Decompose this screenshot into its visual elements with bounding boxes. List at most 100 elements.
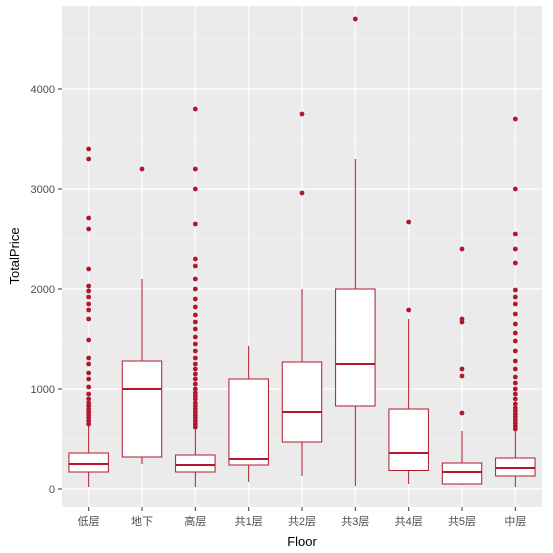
- box-iqr: [68, 452, 109, 473]
- outlier-point: [192, 355, 198, 361]
- outlier-point: [86, 391, 92, 397]
- outlier-point: [192, 304, 198, 310]
- outlier-point: [86, 215, 92, 221]
- outlier-point: [512, 374, 518, 380]
- outlier-point: [86, 283, 92, 289]
- y-tick-label: 1000: [31, 384, 55, 396]
- outlier-point: [512, 386, 518, 392]
- outlier-point: [459, 373, 465, 379]
- outlier-point: [299, 111, 305, 117]
- outlier-point: [192, 296, 198, 302]
- outlier-point: [192, 263, 198, 269]
- outlier-point: [192, 386, 198, 392]
- outlier-point: [512, 231, 518, 237]
- outlier-point: [86, 288, 92, 294]
- outlier-point: [512, 358, 518, 364]
- outlier-point: [192, 400, 198, 406]
- outlier-point: [512, 287, 518, 293]
- outlier-point: [192, 371, 198, 377]
- y-tick-label: 0: [49, 484, 55, 496]
- outlier-point: [512, 401, 518, 407]
- x-tick-label: 低层: [78, 515, 100, 528]
- outlier-point: [459, 366, 465, 372]
- outlier-point: [86, 400, 92, 406]
- box-group: [175, 106, 216, 487]
- outlier-point: [86, 266, 92, 272]
- box-group: [441, 246, 483, 485]
- y-tick-label: 3000: [31, 184, 55, 196]
- outlier-point: [459, 316, 465, 322]
- box-iqr: [175, 454, 216, 473]
- outlier-point: [192, 256, 198, 262]
- outlier-point: [512, 116, 518, 122]
- box-group: [388, 219, 429, 484]
- outlier-point: [512, 391, 518, 397]
- outlier-point: [512, 366, 518, 372]
- outlier-point: [192, 334, 198, 340]
- box-group: [281, 111, 323, 476]
- outlier-point: [192, 276, 198, 282]
- outlier-point: [86, 376, 92, 382]
- x-axis-ticks: 低层 地下 高层 共1层 共2层 共3层 共4层 共5层 中层: [78, 507, 526, 528]
- x-tick-label: 共5层: [448, 515, 476, 528]
- box-group: [335, 16, 376, 486]
- box-iqr: [388, 408, 429, 471]
- x-tick-label: 中层: [504, 515, 526, 528]
- outlier-point: [192, 221, 198, 227]
- box-group: [68, 146, 109, 487]
- outlier-point: [406, 219, 412, 225]
- y-tick-label: 2000: [31, 284, 55, 296]
- outlier-point: [86, 156, 92, 162]
- outlier-point: [406, 307, 412, 313]
- outlier-point: [459, 246, 465, 252]
- box-iqr: [281, 361, 323, 443]
- outlier-point: [86, 146, 92, 152]
- x-axis-title: Floor: [287, 534, 317, 549]
- outlier-point: [512, 348, 518, 354]
- outlier-point: [512, 321, 518, 327]
- box-iqr: [121, 360, 163, 458]
- outlier-point: [192, 348, 198, 354]
- outlier-point: [192, 381, 198, 387]
- outlier-point: [192, 341, 198, 347]
- outlier-point: [86, 307, 92, 313]
- box-iqr: [228, 378, 269, 466]
- x-tick-label: 共2层: [288, 515, 316, 528]
- outlier-point: [192, 361, 198, 367]
- outlier-point: [86, 301, 92, 307]
- outlier-point: [512, 330, 518, 336]
- outlier-point: [192, 186, 198, 192]
- outlier-point: [512, 380, 518, 386]
- outlier-point: [192, 286, 198, 292]
- box-iqr: [335, 288, 376, 407]
- outlier-point: [86, 316, 92, 322]
- outlier-point: [459, 410, 465, 416]
- outlier-point: [86, 294, 92, 300]
- y-axis-title: TotalPrice: [7, 227, 22, 284]
- x-tick-label: 地下: [131, 515, 153, 528]
- x-tick-label: 共4层: [395, 515, 423, 528]
- x-tick-label: 共1层: [235, 515, 263, 528]
- box-group: [228, 346, 269, 482]
- outlier-point: [192, 376, 198, 382]
- y-tick-label: 4000: [31, 84, 55, 96]
- outlier-point: [512, 186, 518, 192]
- boxes-layer: [68, 16, 536, 487]
- outlier-point: [512, 294, 518, 300]
- outlier-point: [86, 337, 92, 343]
- outlier-point: [352, 16, 358, 22]
- x-tick-label: 高层: [184, 514, 206, 528]
- outlier-point: [512, 311, 518, 317]
- outlier-point: [192, 312, 198, 318]
- y-axis-ticks: 0 1000 2000 3000 4000: [31, 84, 62, 496]
- outlier-point: [512, 405, 518, 411]
- outlier-point: [86, 384, 92, 390]
- outlier-point: [86, 355, 92, 361]
- outlier-point: [86, 226, 92, 232]
- outlier-point: [512, 246, 518, 252]
- outlier-point: [192, 390, 198, 396]
- outlier-point: [86, 396, 92, 402]
- box-group: [495, 116, 536, 487]
- outlier-point: [86, 370, 92, 376]
